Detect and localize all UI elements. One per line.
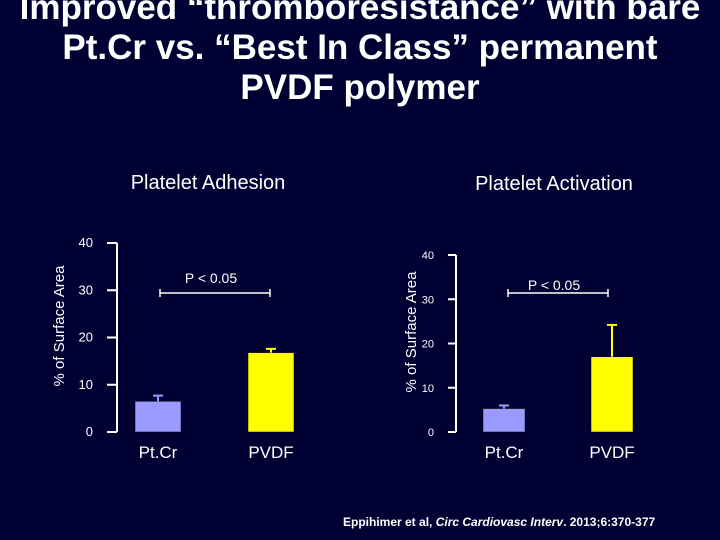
chart2-y-tick-label: 0 <box>428 427 434 439</box>
chart2-y-tick-label: 40 <box>422 250 434 262</box>
citation-suffix: . 2013;6:370-377 <box>563 515 656 529</box>
chart1-bar-pvdf <box>247 352 295 433</box>
chart2-y-axis-label: % of Surface Area <box>403 271 420 393</box>
chart1-title: Platelet Adhesion <box>131 172 286 194</box>
chart2-y-tick-label: 20 <box>422 339 434 351</box>
citation-journal: Circ Cardiovasc Interv <box>435 515 564 529</box>
chart2-y-tick-label: 10 <box>422 383 434 395</box>
chart2-title: Platelet Activation <box>475 173 633 195</box>
title-line-1: Improved “thromboresistance” with bare <box>19 0 701 27</box>
chart1-x-tick-label: Pt.Cr <box>139 443 178 462</box>
chart1-bar-ptcr <box>134 401 182 433</box>
chart2-bar-ptcr <box>482 408 526 433</box>
chart1-y-axis-label: % of Surface Area <box>51 265 68 387</box>
citation-prefix: Eppihimer et al, <box>343 515 436 529</box>
chart1-y-tick-label: 30 <box>79 282 93 297</box>
chart1-y-tick-label: 20 <box>79 330 93 345</box>
chart2-x-tick-label: PVDF <box>589 443 634 462</box>
chart2-x-tick-label: Pt.Cr <box>485 443 524 462</box>
title-line-3: PVDF polymer <box>240 68 480 107</box>
citation: Eppihimer et al, Circ Cardiovasc Interv.… <box>343 515 655 529</box>
chart2-y-tick-label: 30 <box>422 294 434 306</box>
chart1-y-tick-label: 0 <box>86 424 93 439</box>
chart1-x-tick-label: PVDF <box>248 443 293 462</box>
chart2-significance-label: P < 0.05 <box>528 277 581 293</box>
chart2-bar-pvdf <box>590 356 634 433</box>
title-line-2: Pt.Cr vs. “Best In Class” permanent <box>62 28 658 67</box>
slide-title: Improved “thromboresistance” with bare P… <box>0 0 720 108</box>
chart1-y-tick-label: 40 <box>79 235 93 250</box>
chart1-y-tick-label: 10 <box>79 377 93 392</box>
chart1-significance-label: P < 0.05 <box>185 270 238 286</box>
